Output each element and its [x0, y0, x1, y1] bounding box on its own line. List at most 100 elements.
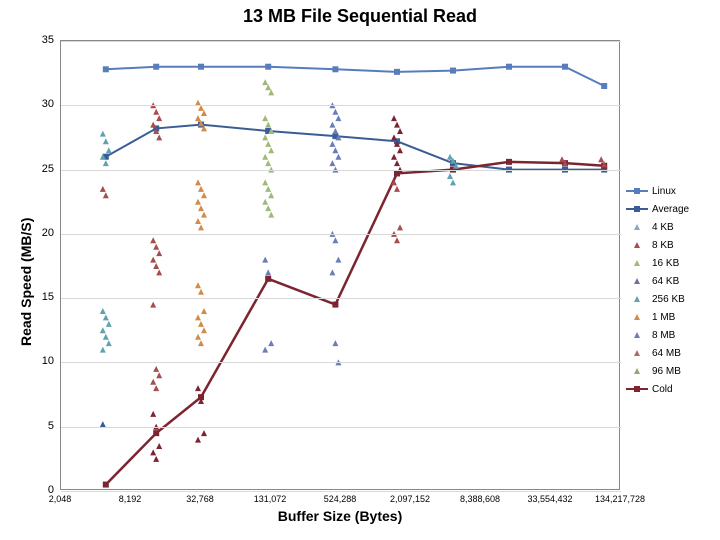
legend-swatch — [626, 314, 648, 320]
scatter-point — [153, 109, 159, 115]
legend-item: 96 MB — [626, 364, 689, 378]
scatter-point — [156, 269, 162, 275]
legend-item: 256 KB — [626, 292, 689, 306]
scatter-point — [150, 411, 156, 417]
xtick-label: 8,388,608 — [460, 494, 500, 504]
scatter-point — [153, 456, 159, 462]
scatter-point — [201, 192, 207, 198]
ytick-label: 20 — [30, 227, 54, 239]
marker — [506, 159, 512, 165]
marker — [394, 69, 400, 75]
marker — [562, 64, 568, 70]
ytick-label: 5 — [30, 420, 54, 432]
legend-swatch — [626, 190, 648, 192]
legend-item: Linux — [626, 184, 689, 198]
scatter-point — [262, 134, 268, 140]
scatter-point — [262, 115, 268, 121]
xtick-label: 8,192 — [119, 494, 142, 504]
scatter-point — [103, 314, 109, 320]
xtick-label: 32,768 — [186, 494, 214, 504]
legend-item: 16 KB — [626, 256, 689, 270]
xtick-label: 134,217,728 — [595, 494, 645, 504]
ytick-label: 35 — [30, 34, 54, 46]
scatter-point — [265, 186, 271, 192]
scatter-point — [150, 122, 156, 128]
legend-label: 4 KB — [652, 222, 674, 233]
scatter-point — [100, 186, 106, 192]
scatter-point — [103, 192, 109, 198]
xtick-label: 131,072 — [254, 494, 287, 504]
scatter-point — [262, 79, 268, 85]
gridline — [61, 105, 621, 106]
scatter-point — [106, 147, 112, 153]
legend-item: Average — [626, 202, 689, 216]
scatter-point — [201, 308, 207, 314]
scatter-point — [198, 289, 204, 295]
scatter-point — [394, 160, 400, 166]
scatter-point — [265, 205, 271, 211]
scatter-point — [100, 327, 106, 333]
scatter-point — [150, 379, 156, 385]
marker — [103, 66, 109, 72]
scatter-point — [150, 302, 156, 308]
legend-label: 64 MB — [652, 348, 681, 359]
legend-label: 8 KB — [652, 240, 674, 251]
scatter-point — [156, 250, 162, 256]
scatter-point — [195, 115, 201, 121]
scatter-point — [150, 257, 156, 263]
legend-item: 64 MB — [626, 346, 689, 360]
scatter-point — [198, 186, 204, 192]
scatter-point — [195, 314, 201, 320]
scatter-point — [198, 224, 204, 230]
scatter-point — [332, 128, 338, 134]
scatter-point — [100, 131, 106, 137]
legend-item: 8 MB — [626, 328, 689, 342]
legend-swatch — [626, 296, 648, 302]
scatter-point — [100, 347, 106, 353]
marker — [103, 482, 109, 488]
scatter-point — [153, 385, 159, 391]
marker — [332, 302, 338, 308]
scatter-point — [394, 186, 400, 192]
scatter-point — [335, 257, 341, 263]
scatter-point — [265, 160, 271, 166]
scatter-point — [332, 340, 338, 346]
gridline — [61, 298, 621, 299]
scatter-point — [100, 308, 106, 314]
gridline — [61, 41, 621, 42]
scatter-point — [156, 134, 162, 140]
scatter-point — [262, 179, 268, 185]
legend-label: Linux — [652, 186, 676, 197]
xtick-label: 2,048 — [49, 494, 72, 504]
marker — [601, 83, 607, 89]
scatter-point — [153, 366, 159, 372]
scatter-point — [329, 160, 335, 166]
scatter-point — [268, 147, 274, 153]
scatter-point — [329, 141, 335, 147]
marker — [332, 66, 338, 72]
scatter-point — [198, 205, 204, 211]
legend-label: Average — [652, 204, 689, 215]
marker — [506, 64, 512, 70]
legend-label: 64 KB — [652, 276, 679, 287]
scatter-point — [268, 89, 274, 95]
xtick-label: 2,097,152 — [390, 494, 430, 504]
legend: LinuxAverage4 KB8 KB16 KB64 KB256 KB1 MB… — [626, 184, 689, 400]
scatter-point — [106, 321, 112, 327]
scatter-point — [265, 122, 271, 128]
scatter-point — [195, 282, 201, 288]
scatter-point — [195, 437, 201, 443]
scatter-point — [195, 385, 201, 391]
legend-label: 96 MB — [652, 366, 681, 377]
scatter-point — [268, 192, 274, 198]
x-axis-label: Buffer Size (Bytes) — [60, 508, 620, 524]
scatter-point — [106, 340, 112, 346]
chart-container: 13 MB File Sequential Read Read Speed (M… — [0, 0, 720, 540]
scatter-point — [559, 156, 565, 162]
ytick-label: 10 — [30, 355, 54, 367]
scatter-point — [262, 199, 268, 205]
scatter-point — [397, 147, 403, 153]
chart-title: 13 MB File Sequential Read — [0, 0, 720, 27]
scatter-point — [198, 340, 204, 346]
scatter-point — [447, 173, 453, 179]
